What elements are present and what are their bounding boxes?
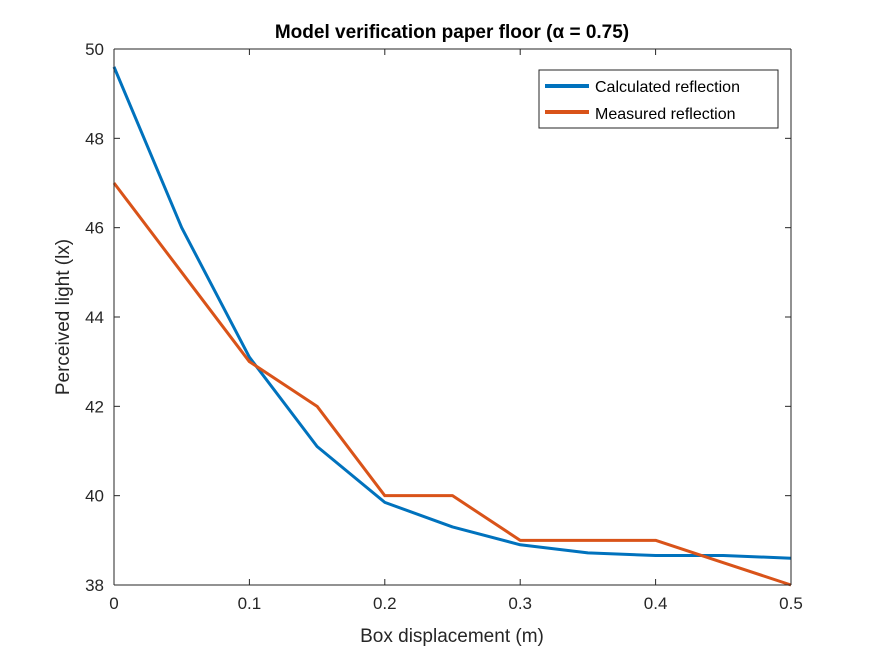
x-tick-label: 0.5 [779, 594, 803, 613]
legend-box [538, 69, 779, 129]
x-tick-label: 0 [109, 594, 118, 613]
y-tick-label: 44 [85, 308, 104, 327]
chart-title: Model verification paper floor (α = 0.75… [275, 22, 629, 43]
y-tick-label: 38 [85, 576, 104, 595]
x-tick-label: 0.3 [508, 594, 532, 613]
x-ticks: 0 0.1 0.2 0.3 0.4 0.5 [109, 49, 803, 613]
x-tick-label: 0.1 [238, 594, 262, 613]
x-tick-label: 0.2 [373, 594, 397, 613]
y-tick-label: 48 [85, 129, 104, 148]
y-axis-label: Perceived light (lx) [53, 239, 74, 395]
series-layer [112, 66, 792, 587]
y-tick-label: 42 [85, 397, 104, 416]
x-axis-label: Box displacement (m) [360, 626, 544, 647]
legend-label-calculated: Calculated reflection [595, 79, 740, 96]
legend: Calculated reflection Measured reflectio… [538, 69, 779, 129]
y-ticks: 38 40 42 44 46 48 50 [85, 40, 791, 595]
y-tick-label: 40 [85, 487, 104, 506]
series-line-measured [112, 182, 792, 587]
y-tick-label: 46 [85, 219, 104, 238]
series-line-calculated [112, 66, 792, 560]
legend-label-measured: Measured reflection [595, 106, 736, 123]
x-tick-label: 0.4 [644, 594, 668, 613]
y-tick-label: 50 [85, 40, 104, 59]
